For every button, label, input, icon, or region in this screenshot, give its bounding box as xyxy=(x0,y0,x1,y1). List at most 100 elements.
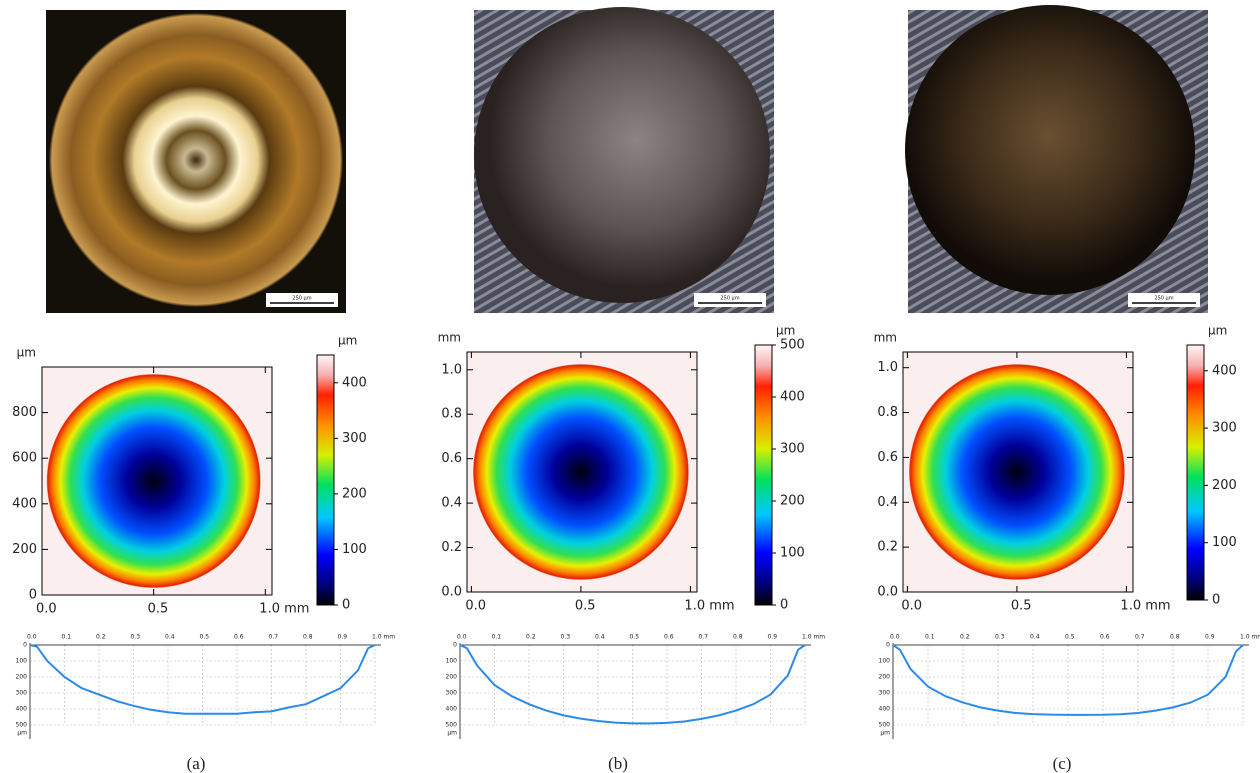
colorbar-tick-label: 0 xyxy=(780,598,788,613)
x-tick-label: 0.4 xyxy=(165,634,175,641)
x-tick-label: 0.2 xyxy=(960,634,970,641)
map-y-unit: μm xyxy=(17,346,36,360)
photo-c xyxy=(905,5,1208,313)
x-tick-label: 0.5 xyxy=(575,599,596,614)
x-tick-label: 0.5 xyxy=(148,602,169,617)
colorbar-tick-label: 200 xyxy=(780,494,805,509)
height-map xyxy=(46,373,261,589)
map-frame xyxy=(41,366,273,596)
x-tick-label: 0.0 xyxy=(36,602,57,617)
x-tick-label: 0.0 xyxy=(27,634,37,641)
y-tick-label: 0.4 xyxy=(441,496,462,511)
x-tick-label: 1.0 mm xyxy=(1240,634,1260,641)
panel-label: (b) xyxy=(608,754,628,773)
panel-label: (a) xyxy=(187,754,206,773)
profile-y-unit: μm xyxy=(447,730,457,737)
x-tick-label: 0.8 xyxy=(1170,634,1180,641)
map-y-unit: mm xyxy=(438,331,461,345)
x-tick-label: 0.5 xyxy=(1011,599,1032,614)
x-tick-label: 0.2 xyxy=(526,634,536,641)
photo-b xyxy=(474,7,774,313)
x-tick-label: 0.7 xyxy=(269,634,279,641)
scale-label: 250 μm xyxy=(292,296,311,302)
y-tick-label: 200 xyxy=(12,542,37,557)
y-tick-label: 500 xyxy=(16,722,28,729)
y-tick-label: 1.0 xyxy=(441,362,462,377)
y-tick-label: 400 xyxy=(879,706,891,713)
colorbar xyxy=(316,354,335,606)
map-frame xyxy=(466,351,698,593)
colorbar-tick-label: 200 xyxy=(342,486,367,501)
x-tick-label: 0.7 xyxy=(1135,634,1145,641)
colorbar-tick-label: 100 xyxy=(342,542,367,557)
colorbar-unit: μm xyxy=(1208,324,1227,338)
x-tick-label: 0.5 xyxy=(630,634,640,641)
x-tick-label: 0.2 xyxy=(96,634,106,641)
y-tick-label: 600 xyxy=(12,451,37,466)
x-tick-label: 0.5 xyxy=(1065,634,1075,641)
height-map xyxy=(908,363,1126,581)
y-tick-label: 400 xyxy=(446,706,458,713)
y-tick-label: 400 xyxy=(16,706,28,713)
colorbar-tick-label: 400 xyxy=(1212,363,1237,378)
colorbar xyxy=(754,344,773,606)
y-tick-label: 100 xyxy=(879,658,891,665)
colorbar-tick-label: 400 xyxy=(780,390,805,405)
y-tick-label: 0.8 xyxy=(441,407,462,422)
colorbar-tick-label: 100 xyxy=(780,546,805,561)
x-tick-label: 1.0 mm xyxy=(802,634,825,641)
x-tick-label: 0.7 xyxy=(699,634,709,641)
y-tick-label: 100 xyxy=(16,658,28,665)
profile-y-unit: μm xyxy=(880,730,890,737)
height-map xyxy=(472,363,690,581)
x-tick-label: 1.0 mm xyxy=(1120,599,1170,614)
x-tick-label: 0.4 xyxy=(595,634,605,641)
x-tick-label: 1.0 mm xyxy=(684,599,734,614)
colorbar-tick-label: 400 xyxy=(342,375,367,390)
photo-a xyxy=(46,10,346,313)
x-tick-label: 0.5 xyxy=(200,634,210,641)
y-tick-label: 0 xyxy=(886,642,890,649)
x-tick-label: 0.0 xyxy=(901,599,922,614)
x-tick-label: 0.0 xyxy=(890,634,900,641)
y-tick-label: 0.4 xyxy=(877,495,898,510)
colorbar-tick-label: 200 xyxy=(1212,478,1237,493)
y-tick-label: 0.2 xyxy=(441,540,462,555)
x-tick-label: 0.0 xyxy=(457,634,467,641)
x-tick-label: 0.6 xyxy=(234,634,244,641)
x-tick-label: 0.8 xyxy=(733,634,743,641)
y-tick-label: 0.0 xyxy=(877,585,898,600)
y-tick-label: 0 xyxy=(23,642,27,649)
y-tick-label: 0 xyxy=(29,588,37,603)
profile-line xyxy=(29,644,376,715)
map-y-unit: mm xyxy=(874,331,897,345)
x-tick-label: 0.6 xyxy=(1100,634,1110,641)
x-tick-label: 0.1 xyxy=(492,634,502,641)
profile-y-unit: μm xyxy=(17,730,27,737)
y-tick-label: 0.0 xyxy=(441,585,462,600)
y-tick-label: 300 xyxy=(879,690,891,697)
y-tick-label: 500 xyxy=(879,722,891,729)
scale-label: 250 μm xyxy=(720,296,739,302)
y-tick-label: 0.2 xyxy=(877,540,898,555)
x-tick-label: 0.3 xyxy=(131,634,141,641)
colorbar-tick-label: 300 xyxy=(780,442,805,457)
y-tick-label: 200 xyxy=(879,674,891,681)
profile-line xyxy=(892,644,1244,716)
colorbar-tick-label: 500 xyxy=(780,338,805,353)
x-tick-label: 0.9 xyxy=(1205,634,1215,641)
x-tick-label: 0.0 xyxy=(465,599,486,614)
map-frame xyxy=(902,351,1134,593)
y-tick-label: 800 xyxy=(12,405,37,420)
x-tick-label: 0.1 xyxy=(925,634,935,641)
y-tick-label: 0.6 xyxy=(877,450,898,465)
x-tick-label: 0.4 xyxy=(1030,634,1040,641)
colorbar-tick-label: 0 xyxy=(1212,593,1220,608)
y-tick-label: 300 xyxy=(446,690,458,697)
x-tick-label: 0.3 xyxy=(995,634,1005,641)
y-tick-label: 0.8 xyxy=(877,405,898,420)
x-tick-label: 0.1 xyxy=(62,634,72,641)
x-tick-label: 0.6 xyxy=(664,634,674,641)
y-tick-label: 500 xyxy=(446,722,458,729)
